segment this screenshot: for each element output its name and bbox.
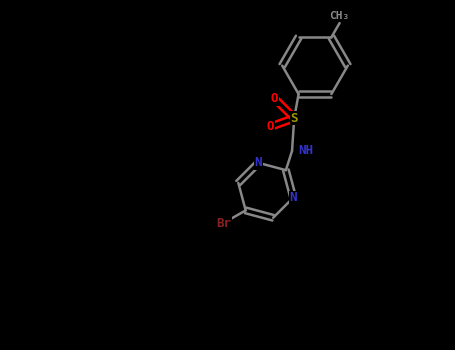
Text: CH₃: CH₃: [329, 12, 350, 21]
Text: NH: NH: [298, 145, 313, 158]
Text: N: N: [289, 191, 297, 204]
Text: Br: Br: [216, 217, 231, 230]
Text: N: N: [255, 156, 262, 169]
Text: O: O: [271, 92, 278, 105]
Text: S: S: [290, 112, 298, 125]
Text: O: O: [267, 120, 274, 133]
